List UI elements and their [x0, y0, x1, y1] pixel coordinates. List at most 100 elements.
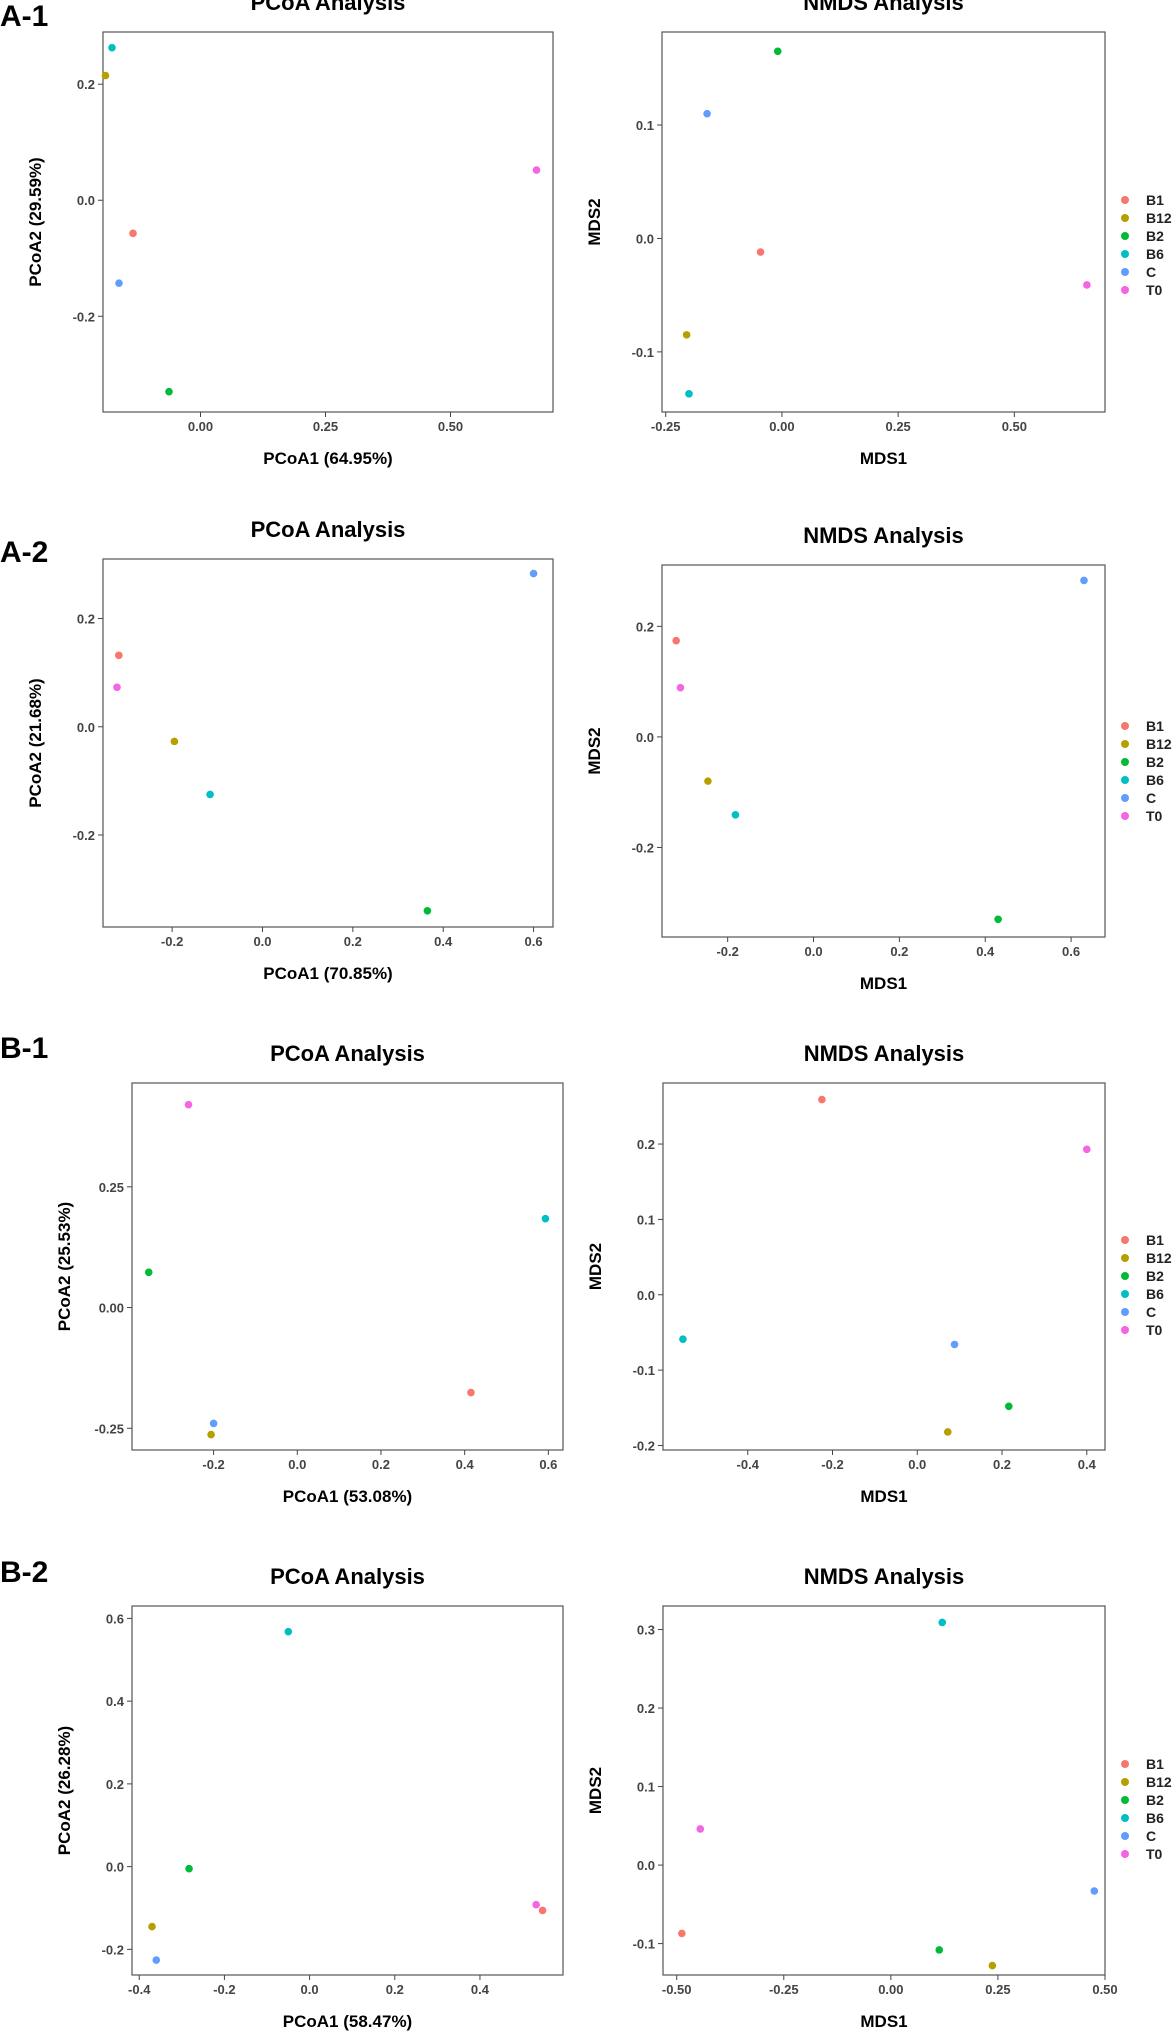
x-axis-label: MDS1 [860, 1487, 907, 1506]
point-b6 [731, 811, 740, 819]
y-tick-label: 0.1 [637, 1780, 655, 1795]
y-tick-label: 0.0 [636, 730, 654, 745]
point-b12 [943, 1428, 952, 1436]
y-tick-label: -0.1 [633, 1937, 655, 1952]
legend-b2: B1 B12 B2 B6 C T0 [1121, 1756, 1172, 1862]
x-tick-label: 0.2 [993, 1457, 1011, 1472]
point-b12 [988, 1961, 997, 1970]
legend-swatch-t0 [1121, 1850, 1129, 1858]
point-b1 [818, 1095, 826, 1104]
legend-a1: B1 B12 B2 B6 C T0 [1121, 192, 1172, 298]
y-tick-label: -0.2 [73, 309, 95, 324]
point-t0 [184, 1100, 193, 1109]
legend-label-b6: B6 [1146, 772, 1164, 788]
legend-b1: B1 B12 B2 B6 C T0 [1121, 1232, 1172, 1338]
legend-label-b12: B12 [1146, 1250, 1172, 1266]
x-axis-label: PCoA1 (53.08%) [283, 1487, 412, 1506]
y-axis-label: PCoA2 (21.68%) [26, 678, 45, 807]
x-tick-label: 0.25 [985, 1982, 1010, 1997]
y-tick-label: 0.2 [77, 612, 95, 627]
section-label-a2: A-2 [0, 536, 48, 569]
plot-area [131, 1082, 564, 1451]
point-t0 [532, 166, 541, 174]
y-tick-label: 0.0 [637, 1288, 655, 1303]
x-tick-label: 0.4 [976, 944, 995, 959]
point-t0 [676, 683, 685, 692]
x-tick-label: 0.4 [456, 1457, 475, 1472]
x-tick-label: -0.50 [662, 1982, 692, 1997]
legend-label-b6: B6 [1146, 1286, 1164, 1302]
x-tick-label: -0.2 [716, 944, 738, 959]
y-tick-label: 0.6 [106, 1611, 124, 1626]
legend-swatch-t0 [1121, 812, 1129, 820]
point-c [529, 569, 538, 578]
plot-area [131, 1605, 564, 1976]
y-tick-label: 0.0 [77, 720, 95, 735]
x-tick-label: 0.2 [372, 1457, 390, 1472]
x-tick-label: 0.0 [301, 1982, 319, 1997]
y-axis-label: MDS2 [586, 1767, 605, 1814]
point-c [703, 109, 711, 118]
point-b1 [115, 651, 123, 660]
point-t0 [532, 1900, 540, 1909]
chart-b2-pcoa: PCoA Analysis -0.4 -0.2 0.0 0.2 0.4 -0.2 0.0 0.2… [55, 1564, 564, 2031]
x-tick-label: 0.50 [438, 419, 463, 434]
x-tick-label: 0.4 [434, 934, 453, 949]
point-b2 [935, 1946, 944, 1954]
x-tick-label: -0.25 [651, 419, 681, 434]
point-b1 [678, 1929, 686, 1938]
y-tick-label: 0.0 [77, 193, 95, 208]
y-tick-label: 0.2 [636, 619, 654, 634]
x-tick-label: 0.4 [471, 1982, 490, 1997]
plot-area [102, 31, 554, 413]
point-c [950, 1340, 959, 1349]
x-axis-label: MDS1 [860, 449, 907, 468]
y-tick-label: 0.2 [637, 1701, 655, 1716]
legend-swatch-b12 [1121, 1254, 1129, 1262]
x-tick-label: 0.2 [344, 934, 362, 949]
legend-label-b1: B1 [1146, 1756, 1164, 1772]
y-axis-label: MDS2 [585, 198, 604, 245]
x-tick-label: 0.00 [188, 419, 213, 434]
y-tick-label: -0.2 [102, 1942, 124, 1957]
point-b2 [994, 915, 1002, 924]
legend-label-c: C [1146, 264, 1156, 280]
legends-layer: B1B12B2B6CT0B1B12B2B6CT0B1B12B2B6CT0B1B1… [1121, 192, 1172, 1862]
point-b12 [148, 1922, 156, 1931]
legend-label-t0: T0 [1146, 1846, 1163, 1862]
y-tick-label: -0.2 [633, 1438, 655, 1453]
chart-title: PCoA Analysis [270, 1041, 425, 1066]
legend-swatch-b12 [1121, 214, 1129, 222]
y-tick-label: -0.2 [632, 840, 654, 855]
chart-a2-pcoa: PCoA Analysis -0.2 0.0 0.2 0.4 0.6 -0.2 0.0 0.2 P… [26, 517, 554, 983]
y-tick-label: 0.0 [636, 231, 654, 246]
point-b12 [101, 71, 110, 80]
chart-title: PCoA Analysis [251, 0, 406, 15]
chart-a1-pcoa: PCoA Analysis 0.00 0.25 0.50 -0.2 0.0 0.2 PCoA1… [26, 0, 554, 468]
legend-label-b6: B6 [1146, 1810, 1164, 1826]
legend-label-b2: B2 [1146, 1268, 1164, 1284]
y-axis-label: PCoA2 (29.59%) [26, 157, 45, 286]
point-t0 [113, 683, 121, 692]
chart-a2-nmds: NMDS Analysis -0.2 0.0 0.2 0.4 0.6 -0.2 0.0 0.2 M… [585, 523, 1106, 993]
point-c [152, 1956, 161, 1964]
x-tick-label: 0.6 [539, 1457, 557, 1472]
point-b2 [423, 906, 432, 915]
x-tick-label: 0.4 [1078, 1457, 1097, 1472]
legend-label-b6: B6 [1146, 246, 1164, 262]
legend-label-b1: B1 [1146, 1232, 1164, 1248]
legend-swatch-b1 [1121, 1236, 1129, 1244]
y-tick-label: 0.1 [636, 118, 654, 133]
x-tick-label: 0.00 [878, 1982, 903, 1997]
x-tick-label: -0.4 [128, 1982, 151, 1997]
legend-swatch-b1 [1121, 196, 1129, 204]
chart-a1-nmds: NMDS Analysis -0.25 0.00 0.25 0.50 -0.1 0.0 0.1… [585, 0, 1106, 468]
section-label-b1: B-1 [0, 1032, 48, 1065]
point-b6 [108, 43, 116, 52]
x-tick-label: -0.2 [202, 1457, 224, 1472]
x-tick-label: 0.2 [890, 944, 908, 959]
legend-label-c: C [1146, 1828, 1156, 1844]
legend-swatch-b1 [1121, 722, 1129, 730]
chart-title: NMDS Analysis [803, 0, 964, 15]
